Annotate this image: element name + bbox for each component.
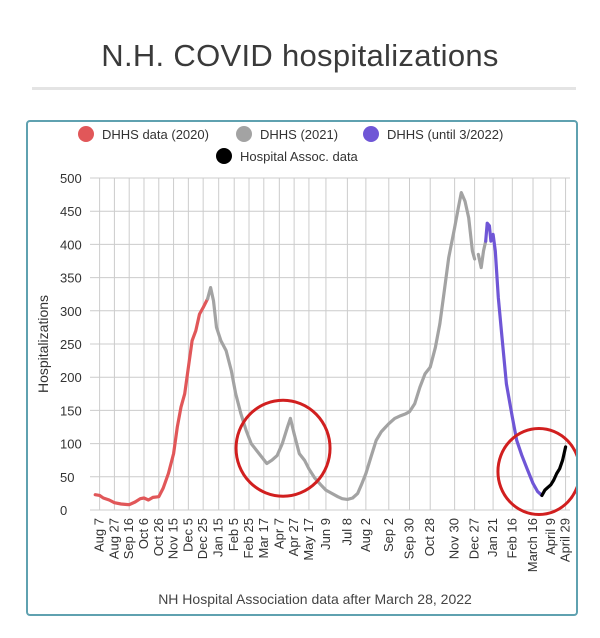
x-tick-label: March 16: [525, 518, 540, 572]
x-tick-label: May 17: [301, 518, 316, 561]
y-tick-label: 500: [60, 171, 82, 186]
legend-label: DHHS data (2020): [102, 127, 209, 142]
x-tick-label: Oct 26: [151, 518, 166, 556]
x-tick-label: Oct 28: [422, 518, 437, 556]
highlight-circle: [496, 427, 576, 516]
highlight-circle: [234, 398, 332, 498]
y-tick-label: 400: [60, 237, 82, 252]
x-tick-label: Dec 25: [195, 518, 210, 559]
legend-swatch: [363, 126, 379, 142]
x-tick-label: Sep 16: [121, 518, 136, 559]
x-tick-label: Jan 15: [211, 518, 226, 557]
x-tick-label: Apr 27: [286, 518, 301, 556]
x-tick-label: Nov 15: [166, 518, 181, 559]
x-tick-label: Jan 21: [485, 518, 500, 557]
x-tick-label: Jun 9: [318, 518, 333, 550]
x-tick-label: Oct 6: [136, 518, 151, 549]
legend-swatch: [216, 148, 232, 164]
y-tick-label: 0: [60, 503, 67, 518]
x-tick-label: April 29: [558, 518, 573, 562]
series-line: [540, 445, 568, 497]
series-line: [93, 297, 210, 507]
y-tick-label: 100: [60, 437, 82, 452]
x-tick-label: Dec 5: [180, 518, 195, 552]
series-lines: [93, 191, 568, 507]
y-axis-label: Hospitalizations: [35, 295, 51, 393]
y-tick-labels: 0 50 100 150 200 250 300 350 400 450 500: [60, 171, 82, 518]
x-tick-label: Feb 16: [504, 518, 519, 558]
y-tick-label: 250: [60, 337, 82, 352]
x-tick-label: Sep 2: [381, 518, 396, 552]
legend-label: Hospital Assoc. data: [240, 149, 359, 164]
x-tick-label: Apr 7: [271, 518, 286, 549]
legend: DHHS data (2020) DHHS (2021) DHHS (until 3…: [78, 126, 503, 164]
legend-label: DHHS (2021): [260, 127, 338, 142]
legend-swatch: [236, 126, 252, 142]
y-tick-label: 150: [60, 403, 82, 418]
highlight-circles: [234, 398, 576, 516]
y-tick-label: 450: [60, 204, 82, 219]
y-tick-label: 200: [60, 370, 82, 385]
y-tick-label: 300: [60, 304, 82, 319]
x-tick-label: Dec 27: [467, 518, 482, 559]
x-tick-label: Aug 2: [358, 518, 373, 552]
legend-swatch: [78, 126, 94, 142]
x-tick-label: Nov 30: [447, 518, 462, 559]
x-tick-label: Sep 30: [402, 518, 417, 559]
legend-label: DHHS (until 3/2022): [387, 127, 503, 142]
x-tick-label: Aug 27: [106, 518, 121, 559]
series-line: [206, 191, 477, 501]
x-tick-label: Jul 8: [339, 518, 354, 545]
x-tick-label: Mar 17: [256, 518, 271, 558]
chart-card: 0 50 100 150 200 250 300 350 400 450 500 Aug 7 Aug …: [26, 120, 578, 616]
chart-footnote: NH Hospital Association data after March…: [158, 591, 472, 607]
x-tick-label: April 9: [543, 518, 558, 555]
y-tick-label: 350: [60, 271, 82, 286]
chart-grid: [90, 177, 570, 511]
page-title: N.H. COVID hospitalizations: [101, 38, 499, 73]
series-line: [476, 239, 488, 270]
y-tick-label: 50: [60, 470, 74, 485]
x-tick-label: Aug 7: [92, 518, 107, 552]
series-line: [484, 221, 544, 497]
x-tick-label: Feb 5: [226, 518, 241, 551]
x-tick-label: Feb 25: [241, 518, 256, 558]
title-divider: [32, 87, 576, 90]
